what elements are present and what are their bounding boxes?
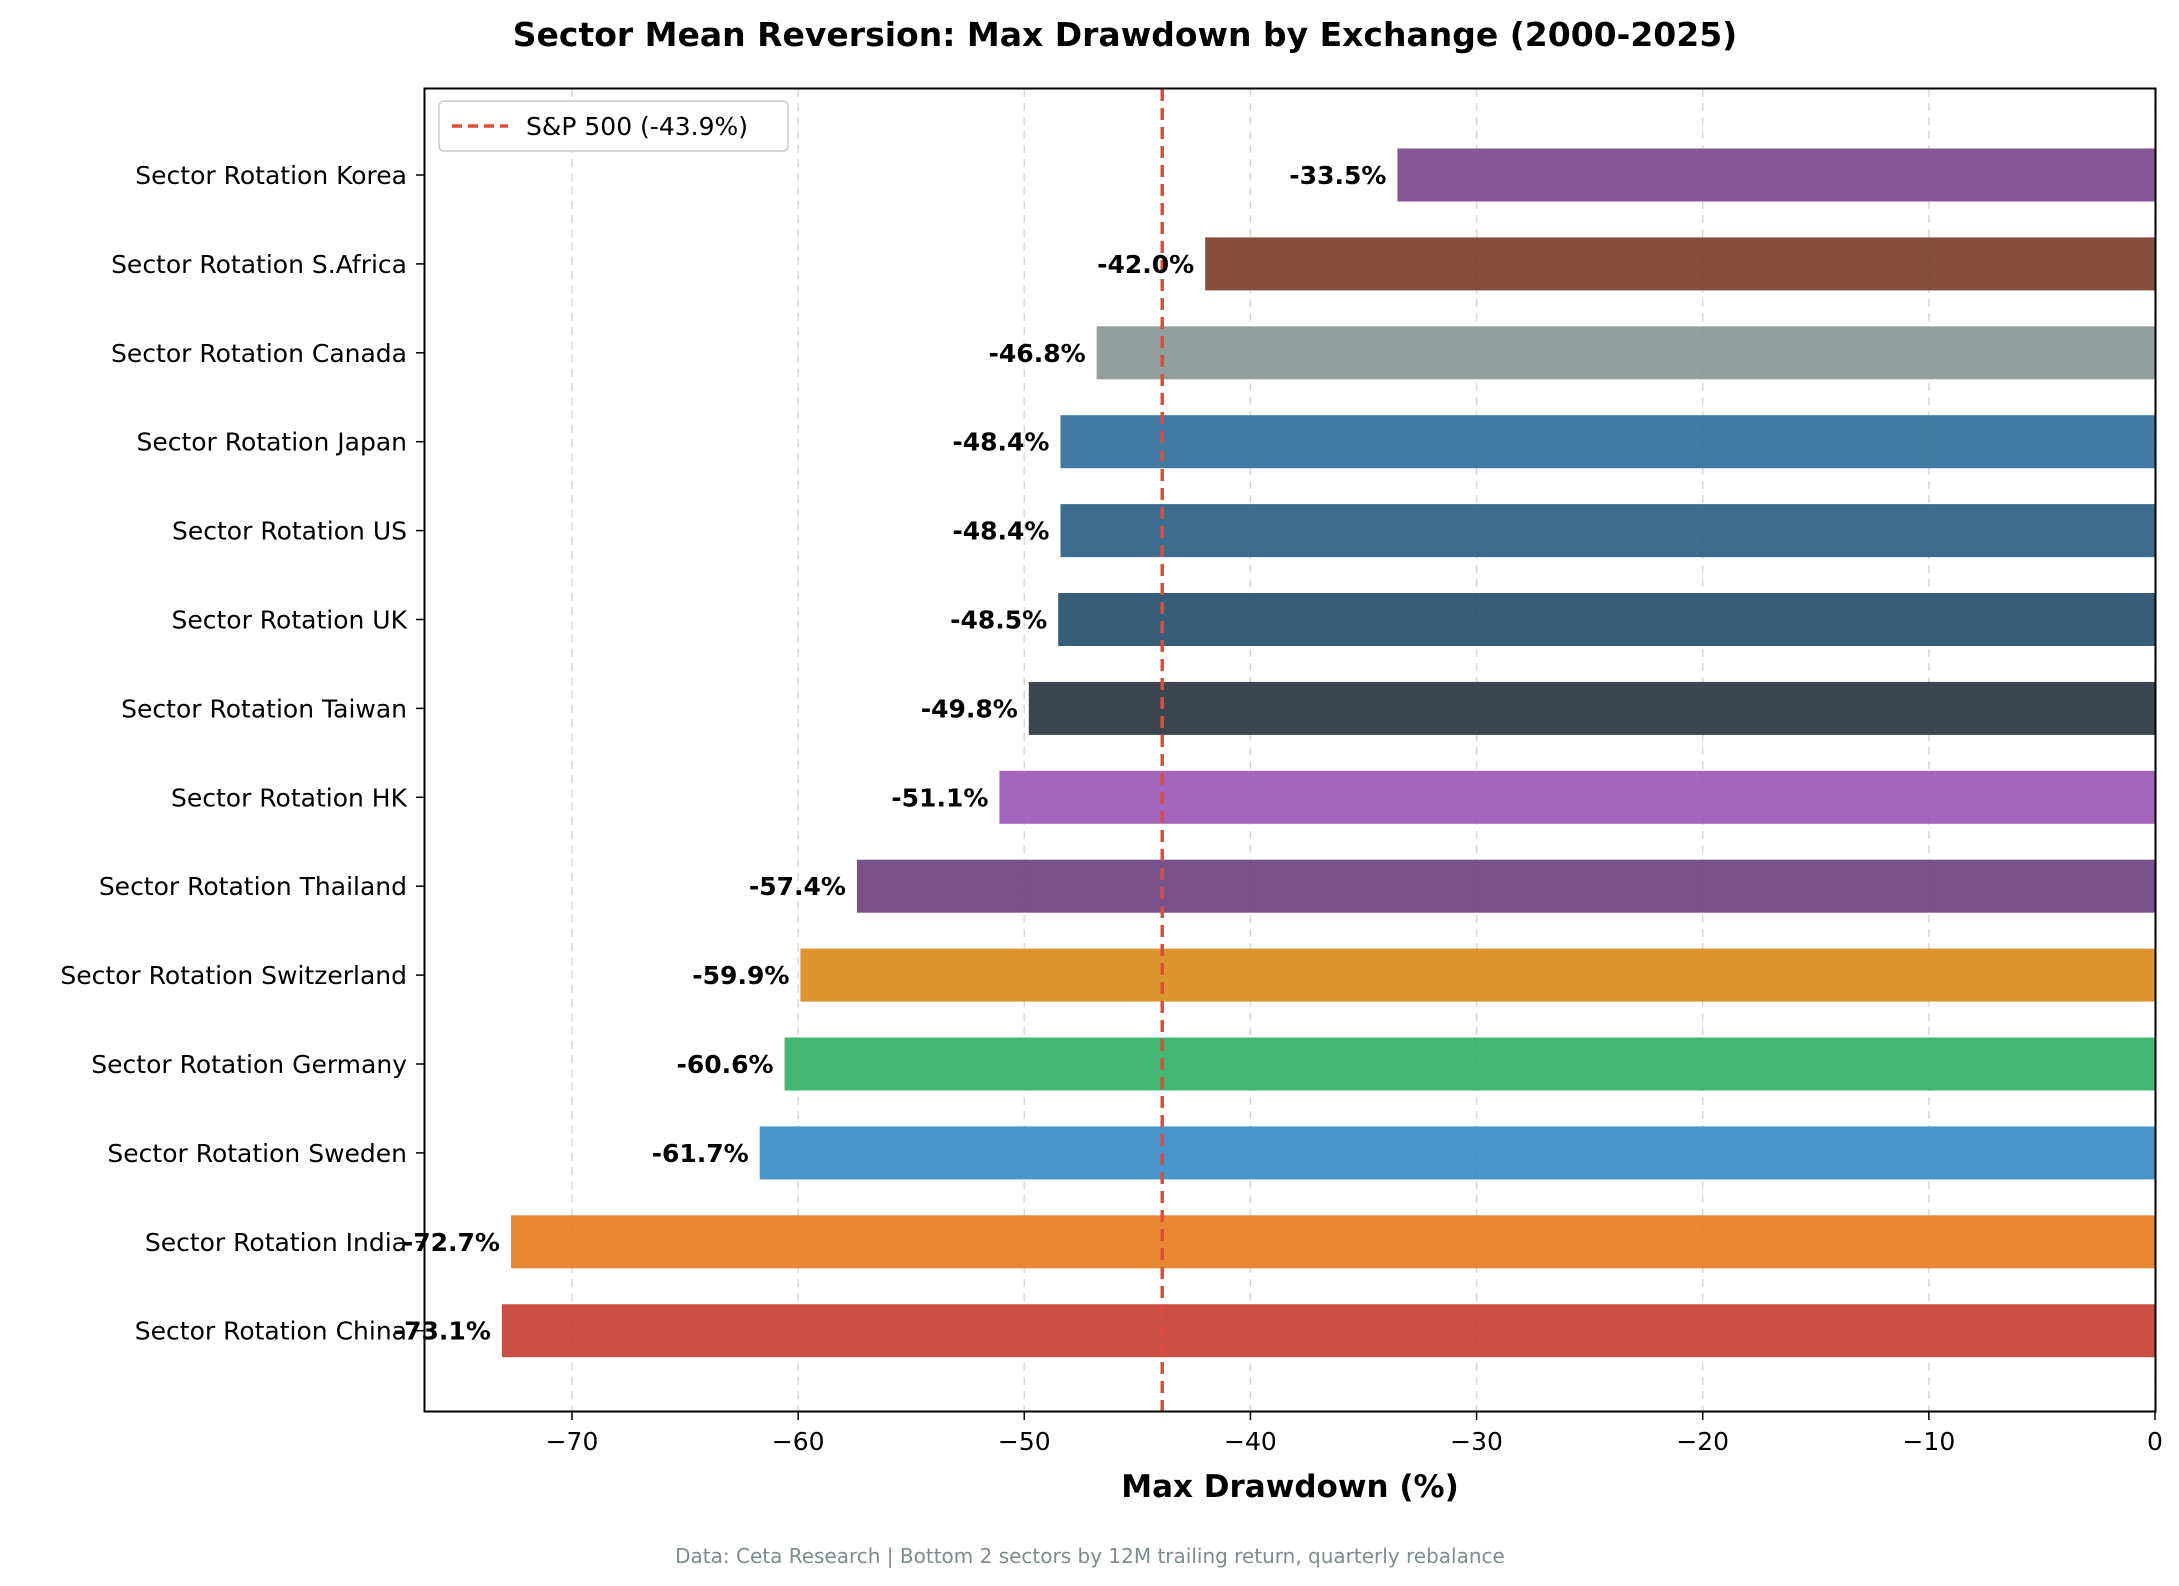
x-tick-label: −10 [1902,1427,1955,1456]
bar [1060,415,2155,469]
bar [510,1215,2156,1269]
category-label: Sector Rotation Switzerland [60,961,407,990]
category-label: Sector Rotation Korea [135,161,407,190]
bar [1096,326,2155,380]
value-label: -46.8% [989,339,1086,368]
bar [800,948,2155,1002]
value-label: -57.4% [749,872,846,901]
x-tick-label: 0 [2147,1427,2163,1456]
legend-label: S&P 500 (-43.9%) [526,112,748,141]
value-label: -59.9% [692,961,789,990]
plot-frame [423,87,2157,1413]
x-tick-label: −60 [772,1427,825,1456]
category-label: Sector Rotation US [172,517,407,546]
bar [1397,148,2155,202]
chart-title: Sector Mean Reversion: Max Drawdown by E… [513,15,1738,54]
legend: S&P 500 (-43.9%) [438,100,789,152]
x-tick-label: −20 [1676,1427,1729,1456]
category-label: Sector Rotation Germany [91,1050,407,1079]
x-tick-label: −70 [546,1427,599,1456]
x-axis-label: Max Drawdown (%) [1121,1469,1459,1505]
value-label: -60.6% [676,1050,773,1079]
category-label: Sector Rotation UK [171,606,407,635]
bar [501,1304,2155,1358]
category-label: Sector Rotation Thailand [99,872,407,901]
bar [1205,237,2155,291]
value-label: -42.0% [1097,250,1194,279]
category-label: Sector Rotation India [145,1228,407,1257]
value-label: -48.4% [952,428,1049,457]
category-label: Sector Rotation Sweden [107,1139,407,1168]
bar [759,1126,2155,1180]
category-label: Sector Rotation HK [171,783,408,812]
category-label: Sector Rotation S.Africa [111,250,407,279]
x-tick-label: −30 [1450,1427,1503,1456]
value-labels: -33.5% -42.0% -46.8% -48.4% -48.4% -48.5% -49.… [394,161,1387,1346]
bar [999,770,2155,824]
category-label: Sector Rotation Japan [136,428,407,457]
value-label: -48.4% [952,517,1049,546]
x-tick-label: −50 [998,1427,1051,1456]
category-label: Sector Rotation Canada [111,339,407,368]
value-label: -48.5% [950,606,1047,635]
bar [856,859,2156,913]
category-label: Sector Rotation Taiwan [121,694,407,723]
bars [501,148,2156,1358]
footnote: Data: Ceta Research | Bottom 2 sectors b… [675,1544,1505,1568]
bar [1060,504,2155,558]
x-axis-ticks: −70 −60 −50 −40 −30 −20 −10 0 [546,1411,2163,1456]
bar [784,1037,2155,1091]
bar [1028,681,2155,735]
value-label: -51.1% [891,783,988,812]
bar [1058,593,2155,646]
value-label: -49.8% [921,694,1018,723]
x-tick-label: −40 [1224,1427,1277,1456]
category-label: Sector Rotation China [135,1317,407,1346]
value-label: -73.1% [394,1317,491,1346]
legend-box [438,100,789,152]
value-label: -33.5% [1289,161,1386,190]
value-label: -61.7% [652,1139,749,1168]
category-labels: Sector Rotation Korea Sector Rotation S.A… [60,161,425,1346]
